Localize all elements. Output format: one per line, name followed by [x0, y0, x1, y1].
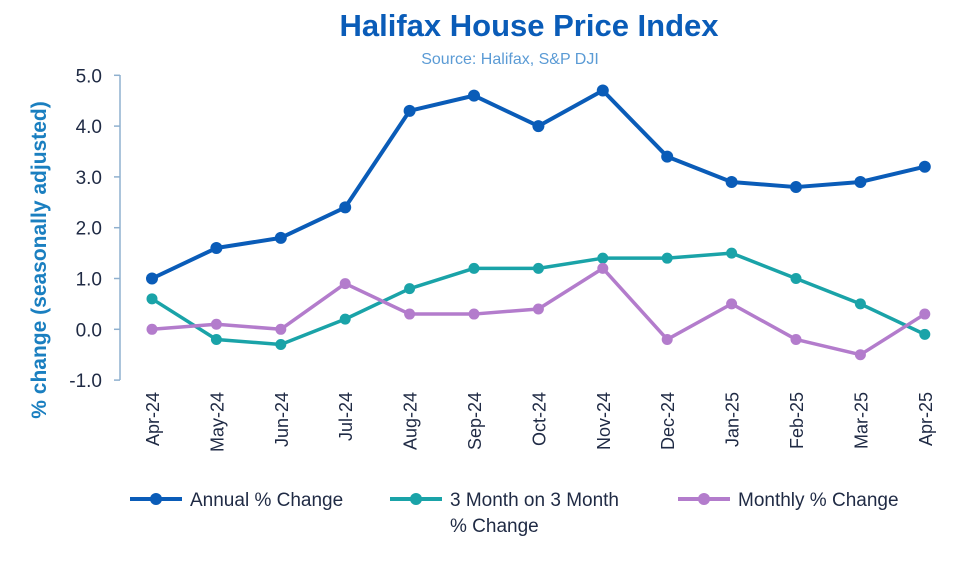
data-point	[597, 262, 609, 274]
legend-label: % Change	[450, 516, 539, 537]
x-tick-label: Apr-24	[143, 392, 163, 446]
x-tick-label: May-24	[207, 392, 227, 452]
series-2	[146, 262, 931, 361]
data-point	[790, 333, 802, 345]
x-tick-label: Aug-24	[401, 392, 421, 450]
legend-label: Monthly % Change	[738, 490, 899, 511]
data-point	[274, 231, 287, 244]
y-tick-label: 5.0	[76, 66, 102, 87]
data-point	[339, 201, 352, 214]
series-line	[151, 88, 926, 281]
data-point	[210, 242, 223, 255]
data-point	[275, 323, 287, 335]
x-tick-label: Mar-25	[851, 392, 871, 449]
legend-swatch-marker	[150, 493, 162, 505]
data-point	[404, 283, 416, 295]
data-point	[468, 89, 480, 102]
x-tick-label: Sep-24	[465, 392, 485, 450]
data-point	[146, 293, 158, 305]
x-tick-label: Jul-24	[336, 392, 356, 441]
data-point	[210, 333, 222, 345]
x-tick-label: Dec-24	[658, 392, 678, 450]
x-tick-label: Oct-24	[529, 392, 549, 446]
y-tick-label: 3.0	[76, 168, 102, 189]
data-point	[919, 308, 931, 320]
data-point	[854, 298, 866, 310]
data-point	[146, 323, 158, 335]
data-point	[854, 175, 867, 188]
x-tick-label: Jan-25	[723, 392, 743, 447]
data-point	[146, 272, 158, 285]
data-point	[339, 313, 351, 325]
data-point	[596, 84, 609, 97]
x-tick-label: Feb-25	[787, 392, 807, 449]
y-tick-label: 0.0	[76, 320, 102, 341]
data-point	[661, 150, 674, 163]
legend-swatch-marker	[698, 493, 710, 505]
chart-title: Halifax House Price Index	[339, 8, 719, 43]
data-point	[403, 104, 416, 117]
data-point	[854, 349, 866, 361]
y-tick-label: 4.0	[76, 117, 102, 138]
chart-subtitle: Source: Halifax, S&P DJI	[421, 51, 599, 68]
x-tick-label: Apr-25	[916, 392, 936, 446]
x-tick-label: Nov-24	[594, 392, 614, 450]
data-point	[726, 247, 738, 259]
legend-label: Annual % Change	[190, 490, 343, 511]
series-0	[146, 84, 931, 285]
data-point	[918, 160, 931, 173]
series-1	[146, 247, 931, 351]
data-point	[661, 252, 673, 264]
y-tick-label: 1.0	[76, 270, 102, 291]
data-point	[468, 262, 480, 274]
data-point	[790, 273, 802, 284]
data-point	[532, 262, 544, 274]
data-point	[404, 308, 416, 320]
legend-label: 3 Month on 3 Month	[450, 490, 619, 511]
y-tick-label: -1.0	[69, 371, 102, 392]
legend-item-1: 3 Month on 3 Month % Change	[390, 490, 619, 537]
data-point	[339, 278, 351, 290]
y-tick-label: 2.0	[76, 219, 102, 240]
data-point	[275, 339, 287, 351]
data-point	[661, 333, 673, 345]
data-point	[210, 318, 222, 330]
legend-swatch-marker	[410, 493, 422, 505]
data-point	[726, 298, 738, 310]
data-point	[532, 303, 544, 315]
x-tick-label: Jun-24	[272, 392, 292, 447]
data-point	[790, 181, 802, 194]
data-point	[725, 175, 738, 188]
y-axis-label: % change (seasonally adjusted)	[28, 101, 51, 418]
data-point	[468, 308, 480, 320]
data-point	[597, 252, 609, 264]
legend-item-0: Annual % Change	[130, 490, 343, 511]
data-point	[919, 328, 931, 340]
data-point	[532, 120, 545, 133]
legend-item-2: Monthly % Change	[678, 490, 899, 511]
